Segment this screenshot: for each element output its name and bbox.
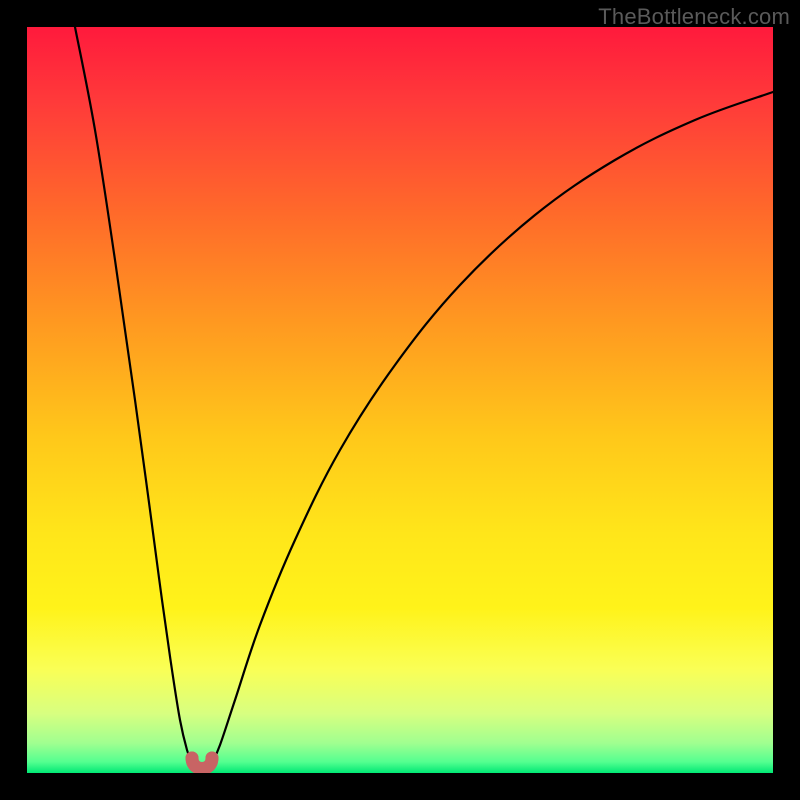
chart-container: TheBottleneck.com — [0, 0, 800, 800]
trough-end-left — [186, 752, 199, 765]
watermark-text: TheBottleneck.com — [598, 4, 790, 30]
gradient-plot-area — [27, 27, 773, 773]
bottleneck-curve-chart — [0, 0, 800, 800]
trough-end-right — [206, 752, 219, 765]
